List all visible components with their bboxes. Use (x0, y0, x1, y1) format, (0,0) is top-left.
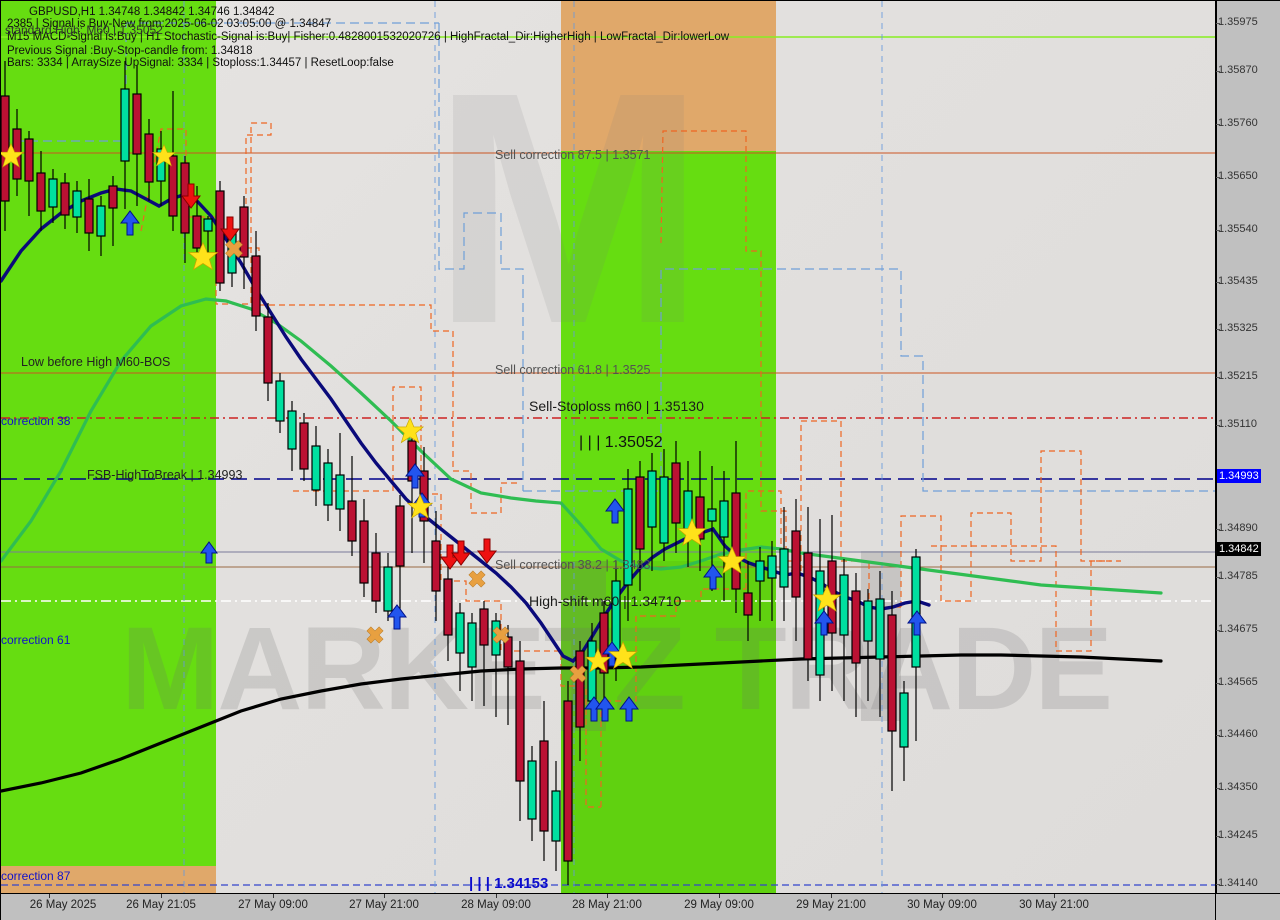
price-tick: 1.34890 (1218, 522, 1258, 534)
signal-line-3: Previous Signal :Buy-Stop-candle from: 1… (7, 45, 253, 57)
chart-overlay (1, 1, 1215, 893)
annotation-high-shift-m60: High-shift m60 | 1.34710 (529, 593, 682, 609)
annotation-sell-stoploss-m60: Sell-Stoploss m60 | 1.35130 (529, 398, 704, 414)
signal-line-4: Bars: 3334 | ArraySize UpSignal: 3334 | … (7, 57, 394, 69)
sell-zone-bottom (1, 866, 216, 893)
time-tick: 26 May 2025 (29, 899, 97, 911)
annotation-correction-87: correction 87 (1, 869, 71, 883)
symbol-ohlc-line: GBPUSD,H1 1.34748 1.34842 1.34746 1.3484… (29, 6, 275, 18)
bull-zone-shade-a (561, 561, 776, 893)
signal-line-2: M15 MACD-Signal is:Buy | H1 Stochastic-S… (7, 31, 730, 43)
price-tick: 1.34785 (1218, 570, 1258, 582)
price-tick: 1.35110 (1218, 418, 1257, 430)
time-tick: 29 May 09:00 (684, 899, 754, 911)
price-tick: 1.35215 (1218, 370, 1258, 382)
price-tick: 1.35650 (1218, 170, 1258, 182)
time-tick: 27 May 21:00 (349, 899, 419, 911)
price-tick: 1.34460 (1218, 728, 1258, 740)
price-chart-plot[interactable]: M MARKETZ TRADE (0, 0, 1216, 894)
sell-zone-top (561, 1, 776, 151)
annotation-correction-61: correction 61 (1, 633, 71, 647)
standard-high-overlay: standard High: M60 | 1.35052 (5, 23, 163, 37)
price-tick: 1.35435 (1218, 275, 1258, 287)
time-tick: 30 May 09:00 (907, 899, 977, 911)
price-tick: 1.35540 (1218, 223, 1258, 235)
annotation-sell-correction-382: Sell correction 38.2 | 1.3483 (495, 558, 651, 572)
price-axis[interactable]: 1.35975 1.35870 1.35760 1.35650 1.35540 … (1216, 0, 1280, 894)
signal-arrows (120, 183, 927, 722)
annotation-standard-high: | | | 1.35052 (579, 434, 663, 451)
time-tick: 27 May 09:00 (238, 899, 308, 911)
price-tick: 1.35870 (1218, 64, 1258, 76)
time-tick: 29 May 21:00 (796, 899, 866, 911)
price-tick: 1.34140 (1218, 877, 1258, 889)
time-tick: 28 May 09:00 (461, 899, 531, 911)
time-tick: 26 May 21:05 (126, 899, 196, 911)
price-tick: 1.34245 (1218, 829, 1258, 841)
time-axis[interactable]: 26 May 2025 26 May 21:05 27 May 09:00 27… (0, 894, 1216, 920)
fsb-price-tag[interactable]: 1.34993 (1217, 469, 1261, 483)
annotation-sell-correction-618: Sell correction 61.8 | 1.3525 (495, 363, 651, 377)
price-axis-line (1216, 1, 1217, 893)
annotation-low-before-high: Low before High M60-BOS (21, 355, 171, 369)
annotation-correction-38: correction 38 (1, 414, 71, 428)
annotation-fsb-high-to-break: FSB-HighToBreak | 1.34993 (87, 468, 243, 482)
time-tick: 28 May 21:00 (572, 899, 642, 911)
time-tick: 30 May 21:00 (1019, 899, 1089, 911)
price-tick: 1.34675 (1218, 623, 1258, 635)
price-tick: 1.35975 (1218, 16, 1258, 28)
price-tick: 1.34565 (1218, 676, 1258, 688)
price-tick: 1.35325 (1218, 322, 1258, 334)
bull-zone-left (1, 1, 216, 893)
star-markers (1, 142, 842, 673)
price-tick: 1.34350 (1218, 781, 1258, 793)
annotation-low-marker: | | | 1.34153 (469, 875, 549, 892)
annotation-sell-correction-875: Sell correction 87.5 | 1.3571 (495, 148, 651, 162)
signal-line-1: 2385 | Signal is Buy-New from:2025-06-02… (7, 18, 332, 30)
cross-markers (225, 240, 587, 683)
price-tick: 1.35760 (1218, 117, 1258, 129)
bid-price-tag[interactable]: 1.34842 (1217, 542, 1261, 556)
